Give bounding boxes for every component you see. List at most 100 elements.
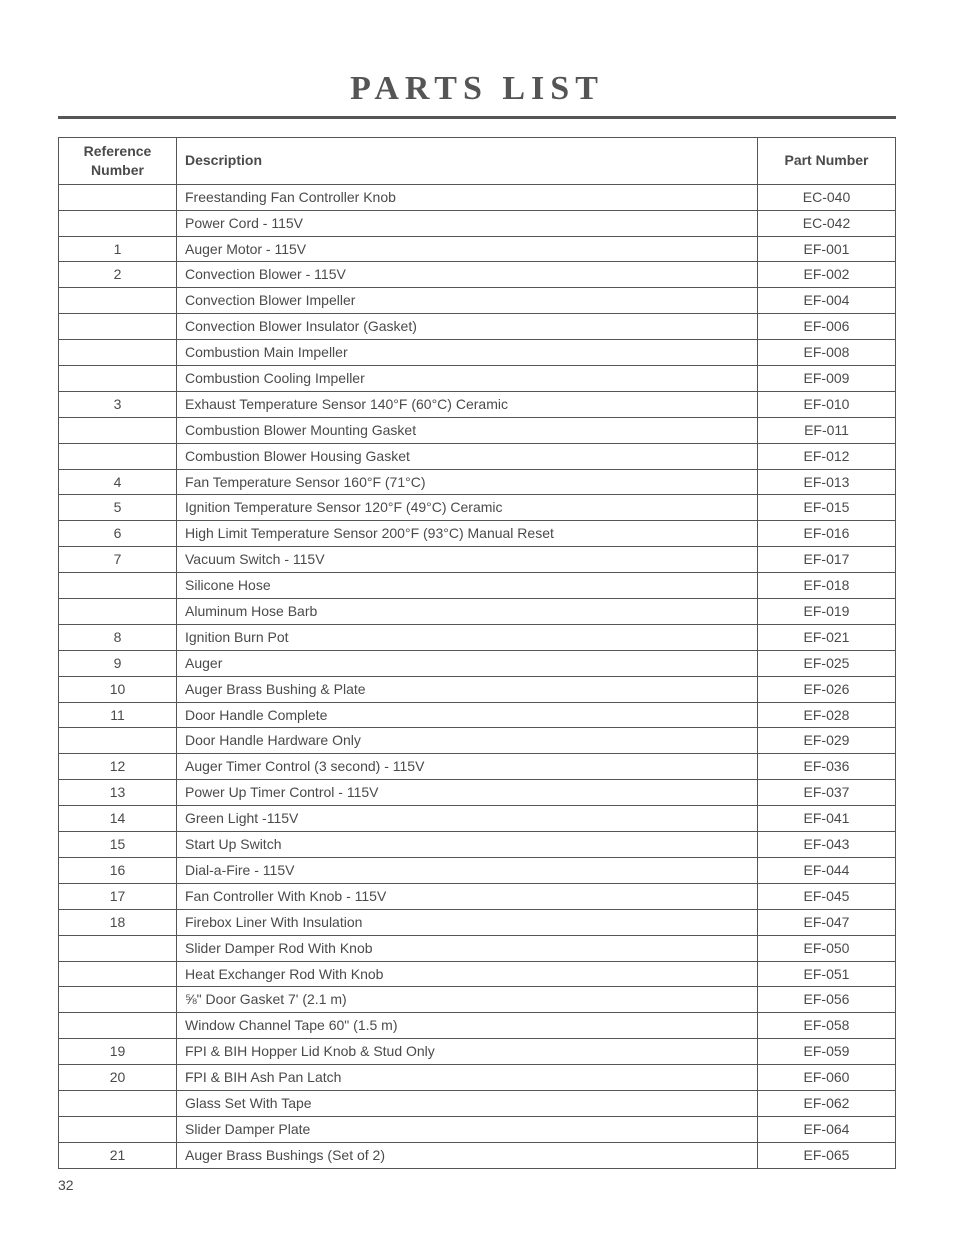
cell-ref xyxy=(59,961,177,987)
table-row: Door Handle Hardware OnlyEF-029 xyxy=(59,728,896,754)
cell-desc: Auger Brass Bushings (Set of 2) xyxy=(177,1142,758,1168)
cell-ref xyxy=(59,417,177,443)
table-header-row: Reference Number Description Part Number xyxy=(59,138,896,185)
table-row: 8Ignition Burn PotEF-021 xyxy=(59,624,896,650)
cell-pn: EF-016 xyxy=(758,521,896,547)
cell-ref xyxy=(59,987,177,1013)
cell-desc: Convection Blower Impeller xyxy=(177,288,758,314)
table-row: Convection Blower Insulator (Gasket)EF-0… xyxy=(59,314,896,340)
cell-ref: 13 xyxy=(59,780,177,806)
cell-pn: EF-036 xyxy=(758,754,896,780)
cell-desc: Combustion Cooling Impeller xyxy=(177,366,758,392)
table-row: Slider Damper PlateEF-064 xyxy=(59,1116,896,1142)
cell-desc: Auger Brass Bushing & Plate xyxy=(177,676,758,702)
cell-ref xyxy=(59,599,177,625)
cell-desc: Ignition Burn Pot xyxy=(177,624,758,650)
table-row: 5Ignition Temperature Sensor 120°F (49°C… xyxy=(59,495,896,521)
cell-desc: Vacuum Switch - 115V xyxy=(177,547,758,573)
table-row: Convection Blower ImpellerEF-004 xyxy=(59,288,896,314)
cell-ref: 12 xyxy=(59,754,177,780)
cell-ref: 1 xyxy=(59,236,177,262)
cell-desc: FPI & BIH Hopper Lid Knob & Stud Only xyxy=(177,1039,758,1065)
table-row: Aluminum Hose BarbEF-019 xyxy=(59,599,896,625)
page-title: Parts List xyxy=(58,70,896,108)
page-number: 32 xyxy=(58,1177,74,1193)
cell-ref: 7 xyxy=(59,547,177,573)
cell-pn: EF-051 xyxy=(758,961,896,987)
cell-pn: EF-008 xyxy=(758,340,896,366)
cell-ref xyxy=(59,728,177,754)
cell-desc: High Limit Temperature Sensor 200°F (93°… xyxy=(177,521,758,547)
cell-desc: Auger xyxy=(177,650,758,676)
cell-ref xyxy=(59,366,177,392)
cell-desc: Start Up Switch xyxy=(177,832,758,858)
cell-desc: Convection Blower Insulator (Gasket) xyxy=(177,314,758,340)
cell-desc: Combustion Main Impeller xyxy=(177,340,758,366)
cell-ref xyxy=(59,1013,177,1039)
cell-pn: EF-010 xyxy=(758,391,896,417)
cell-ref xyxy=(59,288,177,314)
table-row: 11Door Handle CompleteEF-028 xyxy=(59,702,896,728)
table-row: 12Auger Timer Control (3 second) - 115VE… xyxy=(59,754,896,780)
cell-pn: EF-019 xyxy=(758,599,896,625)
cell-pn: EF-004 xyxy=(758,288,896,314)
cell-ref: 9 xyxy=(59,650,177,676)
parts-table-body: Freestanding Fan Controller KnobEC-040Po… xyxy=(59,184,896,1168)
cell-ref: 14 xyxy=(59,806,177,832)
table-row: Power Cord - 115VEC-042 xyxy=(59,210,896,236)
cell-desc: Freestanding Fan Controller Knob xyxy=(177,184,758,210)
cell-ref xyxy=(59,935,177,961)
table-row: 20FPI & BIH Ash Pan LatchEF-060 xyxy=(59,1065,896,1091)
cell-pn: EF-011 xyxy=(758,417,896,443)
cell-ref: 18 xyxy=(59,909,177,935)
cell-pn: EF-041 xyxy=(758,806,896,832)
cell-ref xyxy=(59,1116,177,1142)
cell-desc: Silicone Hose xyxy=(177,573,758,599)
cell-desc: Glass Set With Tape xyxy=(177,1090,758,1116)
cell-pn: EF-029 xyxy=(758,728,896,754)
cell-desc: Dial-a-Fire - 115V xyxy=(177,857,758,883)
cell-pn: EF-002 xyxy=(758,262,896,288)
table-row: 6High Limit Temperature Sensor 200°F (93… xyxy=(59,521,896,547)
cell-pn: EF-025 xyxy=(758,650,896,676)
table-row: Glass Set With TapeEF-062 xyxy=(59,1090,896,1116)
table-row: 19FPI & BIH Hopper Lid Knob & Stud OnlyE… xyxy=(59,1039,896,1065)
cell-pn: EF-059 xyxy=(758,1039,896,1065)
cell-pn: EF-060 xyxy=(758,1065,896,1091)
cell-desc: Green Light -115V xyxy=(177,806,758,832)
cell-pn: EF-062 xyxy=(758,1090,896,1116)
cell-desc: Heat Exchanger Rod With Knob xyxy=(177,961,758,987)
cell-desc: Slider Damper Rod With Knob xyxy=(177,935,758,961)
cell-pn: EF-009 xyxy=(758,366,896,392)
cell-desc: Aluminum Hose Barb xyxy=(177,599,758,625)
cell-pn: EF-047 xyxy=(758,909,896,935)
cell-ref: 20 xyxy=(59,1065,177,1091)
cell-desc: Slider Damper Plate xyxy=(177,1116,758,1142)
cell-ref: 2 xyxy=(59,262,177,288)
col-header-pn: Part Number xyxy=(758,138,896,185)
cell-pn: EF-006 xyxy=(758,314,896,340)
cell-desc: ⅝" Door Gasket 7' (2.1 m) xyxy=(177,987,758,1013)
cell-desc: Combustion Blower Housing Gasket xyxy=(177,443,758,469)
cell-pn: EF-037 xyxy=(758,780,896,806)
cell-ref: 17 xyxy=(59,883,177,909)
cell-pn: EF-050 xyxy=(758,935,896,961)
table-row: 15Start Up SwitchEF-043 xyxy=(59,832,896,858)
table-row: Combustion Blower Mounting GasketEF-011 xyxy=(59,417,896,443)
cell-pn: EF-018 xyxy=(758,573,896,599)
cell-ref: 11 xyxy=(59,702,177,728)
table-row: Freestanding Fan Controller KnobEC-040 xyxy=(59,184,896,210)
cell-desc: Auger Motor - 115V xyxy=(177,236,758,262)
table-row: 17Fan Controller With Knob - 115VEF-045 xyxy=(59,883,896,909)
table-row: ⅝" Door Gasket 7' (2.1 m)EF-056 xyxy=(59,987,896,1013)
table-row: 16Dial-a-Fire - 115VEF-044 xyxy=(59,857,896,883)
cell-ref xyxy=(59,1090,177,1116)
cell-pn: EC-042 xyxy=(758,210,896,236)
cell-desc: Power Up Timer Control - 115V xyxy=(177,780,758,806)
cell-ref: 15 xyxy=(59,832,177,858)
cell-ref: 16 xyxy=(59,857,177,883)
cell-desc: FPI & BIH Ash Pan Latch xyxy=(177,1065,758,1091)
cell-ref xyxy=(59,443,177,469)
title-separator xyxy=(58,116,896,119)
cell-ref: 21 xyxy=(59,1142,177,1168)
